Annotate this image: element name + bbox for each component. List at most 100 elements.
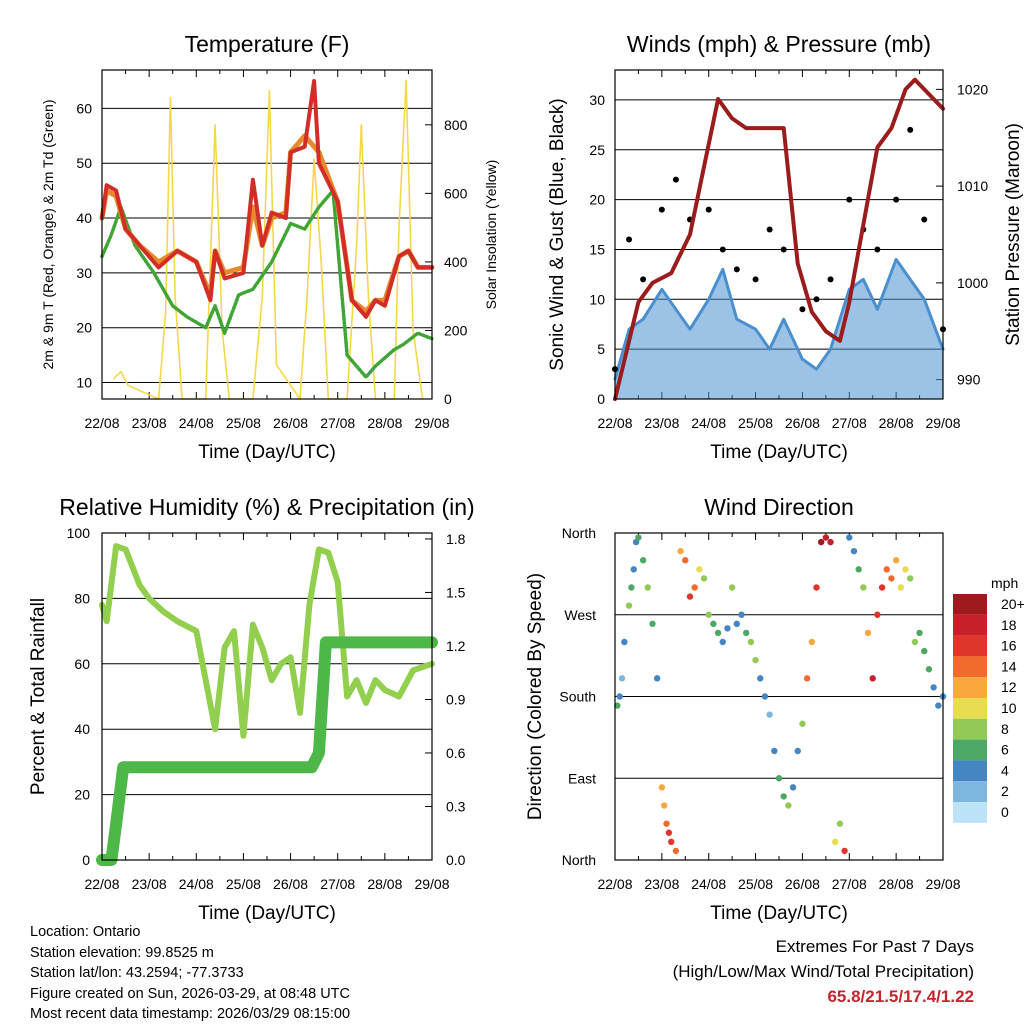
y-tick-label: 100	[67, 525, 91, 541]
direction-point	[794, 747, 801, 755]
station-latlon: Station lat/lon: 43.2594; -77.3733	[30, 965, 244, 981]
direction-point	[874, 611, 881, 618]
y-tick-label: 20	[589, 192, 605, 208]
direction-point	[832, 838, 839, 846]
gust-point	[766, 226, 773, 233]
plot-frame	[614, 69, 944, 400]
y2-tick-label: 0.6	[446, 745, 466, 761]
y2-tick-label: 990	[957, 372, 981, 388]
direction-point	[869, 675, 876, 682]
panel-1: Temperature (F) Time (Day/UTC) 22/08 23/08 2…	[40, 31, 499, 463]
gust-point	[640, 276, 647, 283]
direction-point	[635, 534, 642, 541]
x-axis-label: Time (Day/UTC)	[198, 903, 336, 924]
x-tick-label: 28/08	[367, 876, 402, 892]
panel-3: Relative Humidity (%) & Precipitation (i…	[28, 494, 475, 924]
direction-point	[747, 638, 755, 646]
y-tick-label: 20	[76, 320, 92, 336]
y-tick-label: 15	[589, 241, 605, 257]
x-tick-label: 22/08	[597, 876, 632, 892]
legend-swatch	[953, 760, 987, 782]
direction-point	[743, 629, 750, 637]
y-tick-label: 40	[76, 210, 92, 226]
direction-point	[827, 538, 834, 546]
x-tick-label: 25/08	[226, 876, 261, 892]
direction-point	[775, 775, 783, 782]
legend-title: mph	[991, 575, 1018, 591]
y-tick-label: 5	[597, 341, 605, 357]
x-tick-label: 23/08	[132, 876, 167, 892]
direction-point	[630, 566, 637, 573]
x-tick-label: 29/08	[925, 876, 960, 892]
y-tick-label: 0	[597, 391, 605, 407]
y-tick-label: 50	[76, 155, 92, 171]
legend-label: 0	[1001, 804, 1009, 820]
y2-tick-label: 400	[444, 254, 468, 270]
legend-label: 4	[1001, 762, 1009, 778]
y2-tick-label: 0.3	[446, 798, 466, 814]
y2-axis-label: Station Pressure (Maroon)	[1003, 123, 1024, 346]
figure-created: Figure created on Sun, 2026-03-29, at 08…	[30, 985, 350, 1002]
panel-title: Temperature (F)	[185, 31, 350, 57]
plot-frame	[101, 532, 433, 861]
direction-point	[799, 720, 806, 727]
extremes-box: Extremes For Past 7 Days (High/Low/Max W…	[673, 934, 974, 1009]
direction-point	[649, 620, 656, 628]
extremes-title: Extremes For Past 7 Days	[775, 937, 974, 956]
direction-point	[686, 593, 694, 600]
x-tick-label: 26/08	[785, 876, 820, 892]
direction-point	[855, 566, 862, 573]
panel-title: Relative Humidity (%) & Precipitation (i…	[59, 494, 474, 520]
extremes-subtitle: (High/Low/Max Wind/Total Precipitation)	[672, 962, 974, 981]
plot-frame	[614, 532, 944, 861]
direction-point	[705, 611, 712, 618]
direction-point	[916, 629, 923, 637]
direction-point	[907, 575, 914, 582]
series-sonic-wind	[613, 257, 945, 381]
y-tick-label: 60	[74, 656, 90, 672]
gust-point	[813, 296, 820, 303]
gust-point	[658, 206, 665, 213]
x-tick-label: 25/08	[738, 415, 773, 431]
direction-point	[817, 538, 825, 546]
direction-point	[663, 820, 670, 827]
direction-point	[785, 802, 792, 809]
direction-point	[714, 629, 722, 637]
y2-axis-label: Solar Insolation (Yellow)	[483, 160, 499, 310]
x-tick-label: 24/08	[691, 415, 726, 431]
panel-title: Wind Direction	[704, 494, 854, 520]
direction-point	[621, 638, 628, 646]
y2-tick-label: 1010	[957, 178, 988, 194]
x-tick-label: 28/08	[367, 415, 402, 431]
x-tick-label: 23/08	[644, 876, 679, 892]
y-tick-label: 10	[589, 291, 605, 307]
direction-point	[618, 675, 626, 682]
direction-point	[780, 793, 787, 800]
y-tick-label: 30	[76, 265, 92, 281]
direction-point	[864, 629, 872, 637]
y2-tick-label: 1.5	[446, 584, 466, 600]
data-timestamp: Most recent data timestamp: 2026/03/29 0…	[30, 1006, 351, 1022]
legend-swatch	[953, 594, 987, 615]
plot-frame	[101, 69, 433, 400]
direction-point	[836, 820, 844, 827]
y2-tick-label: 1.8	[446, 531, 466, 547]
y-tick-label: 80	[74, 590, 90, 606]
y2-tick-label: 0	[444, 391, 452, 407]
legend-swatch	[953, 802, 987, 823]
series-solar-insolation	[113, 79, 424, 400]
direction-point	[728, 584, 736, 591]
direction-point	[616, 693, 623, 700]
direction-point	[808, 638, 815, 646]
x-tick-label: 24/08	[691, 876, 726, 892]
legend-swatch	[953, 739, 987, 761]
legend-swatch	[953, 614, 987, 636]
x-tick-label: 27/08	[320, 415, 355, 431]
series-station-pressure	[613, 77, 945, 401]
direction-point	[850, 547, 858, 555]
legend-swatch	[953, 656, 987, 678]
direction-point	[677, 547, 684, 555]
direction-point	[696, 566, 703, 573]
